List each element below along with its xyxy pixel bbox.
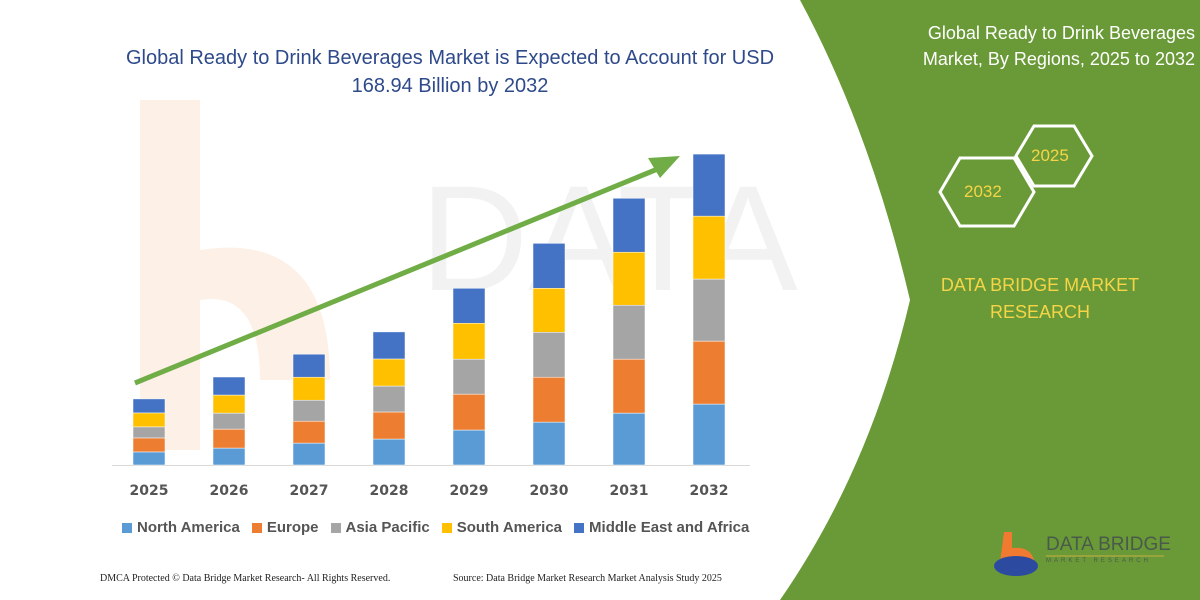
bar-segment-asia-pacific-2028	[372, 385, 406, 413]
x-tick-label: 2030	[530, 483, 569, 499]
bar-segment-north-america-2032	[692, 403, 726, 466]
hex-label-2032: 2032	[964, 182, 1002, 201]
bar-segment-asia-pacific-2029	[452, 358, 486, 395]
bar-segment-south-america-2032	[692, 215, 726, 280]
bar-segment-europe-2029	[452, 393, 486, 431]
logo-subtext: MARKET RESEARCH	[1046, 558, 1151, 564]
bar-segment-south-america-2026	[212, 394, 246, 414]
hex-label-2025: 2025	[1031, 146, 1069, 165]
x-tick-label: 2026	[210, 483, 249, 499]
bar-segment-middle-east-and-africa-2032	[692, 153, 726, 217]
bar-segment-north-america-2028	[372, 438, 406, 466]
bar-segment-north-america-2030	[532, 421, 566, 466]
bar-segment-europe-2028	[372, 411, 406, 440]
legend-item: Middle East and Africa	[574, 519, 749, 536]
legend-swatch	[330, 522, 341, 533]
bar-segment-europe-2032	[692, 340, 726, 405]
bar-segment-south-america-2030	[532, 288, 566, 333]
legend-item: Europe	[251, 519, 319, 536]
bar-segment-south-america-2027	[292, 376, 326, 401]
trend-arrow-head-icon	[648, 156, 680, 178]
legend-item: North America	[122, 519, 240, 536]
x-tick-label: 2025	[130, 483, 169, 499]
x-tick-label: 2027	[290, 483, 329, 499]
x-tick-label: 2032	[690, 483, 729, 499]
legend-swatch	[574, 522, 585, 533]
bar-segment-middle-east-and-africa-2027	[292, 353, 326, 378]
bar-segment-middle-east-and-africa-2031	[612, 198, 646, 253]
hexagon-2025	[1014, 124, 1094, 188]
bar-segment-north-america-2029	[452, 429, 486, 466]
legend-label: Europe	[266, 519, 319, 536]
bar-segment-south-america-2029	[452, 323, 486, 360]
footer-copyright: DMCA Protected © Data Bridge Market Rese…	[100, 573, 391, 584]
bar-segment-asia-pacific-2030	[532, 332, 566, 378]
legend-label: South America	[456, 519, 563, 536]
legend-swatch	[251, 522, 262, 533]
x-tick-label: 2029	[450, 483, 489, 499]
legend: North America Europe Asia Pacific South …	[122, 519, 749, 536]
logo-icon	[1000, 532, 1034, 562]
logo-text: DATA BRIDGE	[1046, 534, 1171, 555]
brand-text: DATA BRIDGE MARKET RESEARCH	[940, 275, 1140, 322]
bar-segment-asia-pacific-2032	[692, 278, 726, 342]
bar-segment-north-america-2025	[132, 451, 166, 466]
legend-label: Asia Pacific	[345, 519, 430, 536]
bar-segment-south-america-2025	[132, 412, 166, 428]
logo-swoosh	[994, 556, 1038, 576]
bar-segment-europe-2030	[532, 376, 566, 423]
chart-title: Global Ready to Drink Beverages Market i…	[125, 47, 775, 97]
bar-segment-europe-2031	[612, 358, 646, 414]
x-tick-label: 2028	[370, 483, 409, 499]
legend-swatch	[122, 522, 132, 533]
bar-segment-asia-pacific-2026	[212, 412, 246, 430]
side-panel-title: Global Ready to Drink Beverages Market, …	[922, 23, 1195, 69]
bar-segment-middle-east-and-africa-2025	[132, 398, 166, 414]
bar-segment-north-america-2026	[212, 447, 246, 466]
legend-swatch	[441, 522, 452, 533]
bar-segment-north-america-2027	[292, 442, 326, 466]
side-panel	[780, 0, 1200, 600]
bar-segment-asia-pacific-2025	[132, 426, 166, 439]
bar-segment-north-america-2031	[612, 412, 646, 466]
legend-label: North America	[137, 519, 240, 536]
bar-segment-middle-east-and-africa-2030	[532, 243, 566, 289]
bar-segment-middle-east-and-africa-2029	[452, 288, 486, 324]
legend-label: Middle East and Africa	[589, 519, 750, 536]
legend-item: Asia Pacific	[330, 519, 430, 536]
hexagon-2032	[938, 156, 1036, 228]
trend-arrow-line	[134, 165, 661, 386]
footer-source: Source: Data Bridge Market Research Mark…	[453, 573, 722, 584]
bar-segment-europe-2025	[132, 437, 166, 453]
legend-item: South America	[441, 519, 563, 536]
bar-segment-europe-2027	[292, 420, 326, 444]
bar-segment-south-america-2031	[612, 251, 646, 306]
bar-segment-middle-east-and-africa-2026	[212, 376, 246, 396]
bar-segment-asia-pacific-2031	[612, 304, 646, 360]
bar-segment-asia-pacific-2027	[292, 399, 326, 422]
bar-segment-middle-east-and-africa-2028	[372, 331, 406, 360]
bar-segment-europe-2026	[212, 428, 246, 449]
x-tick-label: 2031	[610, 483, 649, 499]
bar-segment-south-america-2028	[372, 358, 406, 387]
